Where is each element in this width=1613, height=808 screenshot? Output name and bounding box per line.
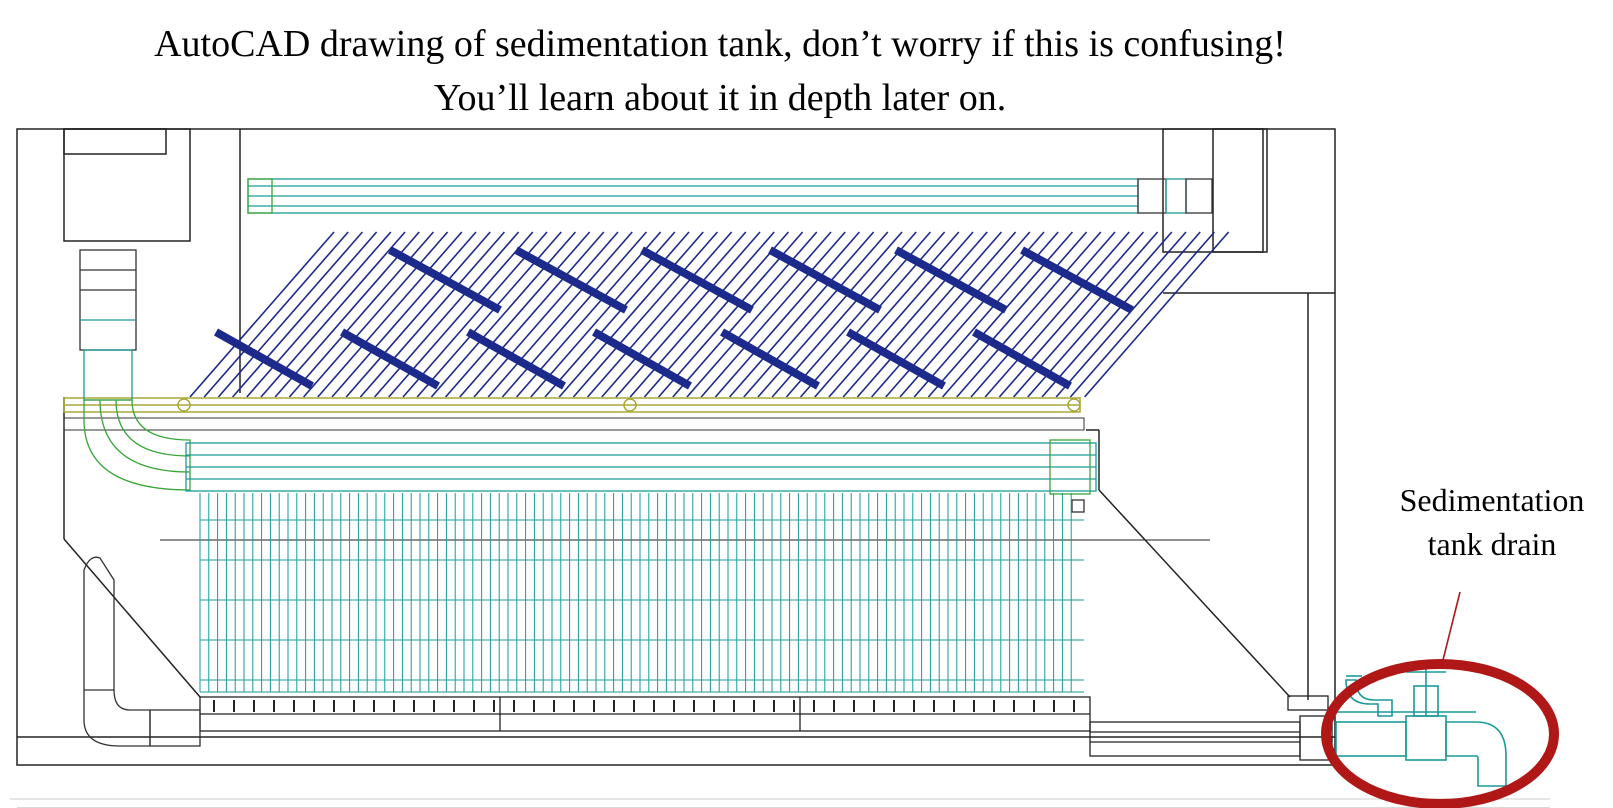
settler-plate [828,231,974,398]
settler-plate [558,231,704,398]
top-effluent-pipe [247,178,1213,214]
settler-plate [302,231,449,398]
diagram-title-line-1: AutoCAD drawing of sedimentation tank, d… [154,23,1286,65]
drain-callout-line-1: Sedimentation [1399,482,1585,518]
settler-plate [359,231,506,398]
drain-valve-icon [1335,666,1507,787]
sludge-pipe-orifices [213,700,1075,712]
manifold-support [63,417,1085,431]
settler-plate [700,231,846,398]
drain-line [1089,695,1333,761]
settler-plate [856,231,1003,398]
support-bar-upper [388,246,502,314]
settler-plate [984,231,1130,398]
settler-plate [317,231,463,398]
settler-plate [1027,231,1173,398]
settler-plate [956,231,1102,398]
settler-plate [998,231,1145,398]
settler-plate [189,231,335,398]
settler-plate [714,231,861,398]
settler-plate [345,231,491,398]
settler-plate [473,231,619,398]
settler-plate [430,231,577,398]
support-bar-upper [768,246,882,314]
settler-plate [1041,231,1187,398]
left-drain-pipe [83,556,201,747]
settler-plate [274,231,420,398]
tube-settler-plates [189,231,1230,398]
settler-plate [246,231,392,398]
diagram-title-line-2: You’ll learn about it in depth later on. [433,77,1007,119]
callout-leader [1441,591,1461,665]
settler-plate [459,231,605,398]
drain-callout-line-2: tank drain [1427,526,1557,562]
settler-plate [743,231,889,398]
middle-collector-pipe [185,439,1097,513]
settler-plate [586,231,733,398]
support-bar-upper [514,246,628,314]
inlet-manifold [63,397,1081,413]
settler-plate [444,231,591,398]
left-riser-pipe [79,249,191,491]
settler-plate [1055,231,1201,398]
settler-plate [615,231,761,398]
settler-plate [572,231,719,398]
support-bar-upper [1020,246,1134,314]
settler-plate [941,231,1088,398]
support-bar-lower [592,328,692,390]
settler-plate [927,231,1074,398]
plate-support-bars [214,246,1134,390]
settler-plate [686,231,832,398]
support-bar-lower [720,328,820,390]
settler-plate [899,231,1045,398]
settler-plate [373,231,520,398]
settler-plate [842,231,988,398]
settler-plate [1069,231,1216,398]
support-bar-upper [894,246,1008,314]
settler-plate [402,231,548,398]
settler-plate [601,231,747,398]
support-bar-lower [214,328,314,390]
settler-plate [487,231,633,398]
settler-plate [530,231,676,398]
settler-plate [501,231,648,398]
drain-callout-label: Sedimentation tank drain [1372,478,1612,566]
settler-plate [331,231,477,398]
settler-plate [231,231,378,398]
settler-plate [970,231,1116,398]
settler-plate [1083,231,1230,398]
support-bar-lower [846,328,946,390]
tank-walls [10,128,1550,808]
settler-plate [728,231,875,398]
highlight-ellipse [1321,659,1559,808]
settler-plate [203,231,349,398]
settler-plate [657,231,804,398]
settler-plate [870,231,1017,398]
support-bar-lower [340,328,440,390]
sludge-lamella-grid [199,493,1084,693]
settler-plate [217,231,364,398]
support-bar-lower [466,328,566,390]
support-bar-upper [640,246,754,314]
settler-plate [814,231,960,398]
support-bar-lower [972,328,1072,390]
